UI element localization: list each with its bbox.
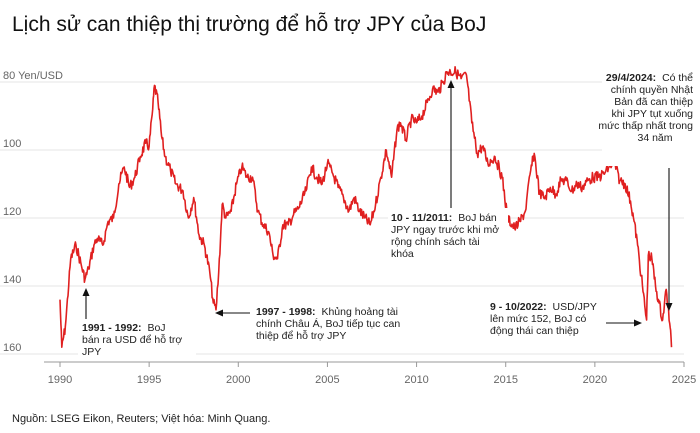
annotation-1991-line3: JPY	[82, 346, 101, 358]
svg-text:29/4/2024: Có thể: 29/4/2024: Có thể	[606, 72, 693, 84]
x-tick-label: 1990	[48, 374, 72, 386]
annotation-2011-line2: JPY ngay trước khi mở	[391, 224, 499, 236]
annotation-2022-date: 9 - 10/2022:	[490, 301, 547, 313]
arrowhead-2011	[447, 80, 455, 88]
x-tick-label: 2000	[226, 374, 250, 386]
annotation-1991-line2: bán ra USD để hỗ trợ	[82, 333, 182, 346]
x-tick-label: 2005	[315, 374, 339, 386]
annotation-2024-line6: 34 năm	[637, 132, 672, 144]
x-tick-label: 2025	[672, 374, 696, 386]
arrowhead-1998	[215, 309, 223, 317]
annotation-1998-line1: Khủng hoảng tài	[321, 306, 397, 318]
x-tick-label: 2010	[404, 374, 428, 386]
annotation-1998: 1997 - 1998: Khủng hoảng tài chính Châu …	[252, 303, 424, 343]
annotation-2011-line1: BoJ bán	[458, 212, 497, 224]
x-axis: 1990 1995 2000 2005 2010 2015 2020 2025	[44, 361, 696, 386]
annotation-2011-line4: khóa	[391, 248, 414, 260]
annotation-2024-line5: mức thấp nhất trong	[598, 120, 693, 132]
annotation-bg	[78, 319, 196, 357]
x-tick-label: 2015	[493, 374, 517, 386]
x-tick-label: 1995	[137, 374, 161, 386]
annotation-2024-line4: khi JPY tụt xuống	[611, 108, 693, 120]
annotation-bg	[388, 208, 508, 262]
svg-text:1997 - 1998: Khủng hoảng: 1997 - 1998: Khủng hoảng tài	[256, 306, 398, 318]
arrowhead-2024	[665, 303, 673, 311]
annotation-2011-line3: rộng chính sách tài	[391, 236, 480, 248]
svg-text:9 - 10/2022: USD/JPY: 9 - 10/2022: USD/JPY	[490, 301, 597, 313]
annotation-arrows	[82, 80, 673, 327]
svg-text:10 - 11/2011: BoJ bán: 10 - 11/2011: BoJ bán	[391, 212, 497, 224]
annotation-2024-line1: Có thể	[662, 72, 693, 84]
x-tick-label: 2020	[583, 374, 607, 386]
annotation-bg	[252, 303, 424, 343]
arrowhead-1991	[82, 288, 90, 296]
annotation-2022-line2: lên mức 152, BoJ có	[490, 313, 586, 325]
annotation-1991: 1991 - 1992: BoJ bán ra USD để hỗ trợ JP…	[78, 319, 196, 358]
y-tick-label: 120	[3, 206, 21, 218]
annotation-2022-line3: động thái can thiệp	[490, 325, 579, 337]
annotation-2024-line2: chính quyền Nhật	[611, 84, 693, 96]
annotation-bg	[486, 297, 604, 339]
y-tick-label: 100	[3, 138, 21, 150]
y-axis: 80 Yen/USD 100 120 140 160	[3, 70, 63, 354]
annotation-2011-date: 10 - 11/2011:	[391, 212, 452, 224]
series-line	[59, 66, 673, 348]
annotation-1998-line2: chính Châu Á, BoJ tiếp tục can	[256, 317, 400, 330]
annotation-2022-line1: USD/JPY	[553, 301, 597, 313]
annotation-2024: 29/4/2024: Có thể chính quyền Nhật Bản đ…	[598, 68, 698, 166]
annotation-1991-line1: BoJ	[147, 322, 165, 334]
source-note: Nguồn: LSEG Eikon, Reuters; Việt hóa: Mi…	[12, 413, 270, 425]
arrowhead-2022	[634, 319, 642, 327]
annotation-2011: 10 - 11/2011: BoJ bán JPY ngay trước khi…	[388, 208, 508, 262]
y-tick-label: 80 Yen/USD	[3, 70, 63, 82]
chart-title: Lịch sử can thiệp thị trường để hỗ trợ J…	[12, 13, 486, 36]
annotation-2024-line3: Bản đã can thiệp	[614, 96, 693, 108]
annotation-2022: 9 - 10/2022: USD/JPY lên mức 152, BoJ có…	[486, 297, 604, 339]
y-tick-label: 140	[3, 274, 21, 286]
annotation-bg	[602, 68, 698, 166]
annotation-1998-date: 1997 - 1998:	[256, 306, 316, 318]
annotation-2024-date: 29/4/2024:	[606, 72, 656, 84]
y-tick-label: 160	[3, 342, 21, 354]
annotation-1998-line3: thiệp để hỗ trợ JPY	[256, 329, 346, 342]
svg-text:1991 - 1992: BoJ: 1991 - 1992: BoJ	[82, 322, 166, 334]
annotation-1991-date: 1991 - 1992:	[82, 322, 142, 334]
